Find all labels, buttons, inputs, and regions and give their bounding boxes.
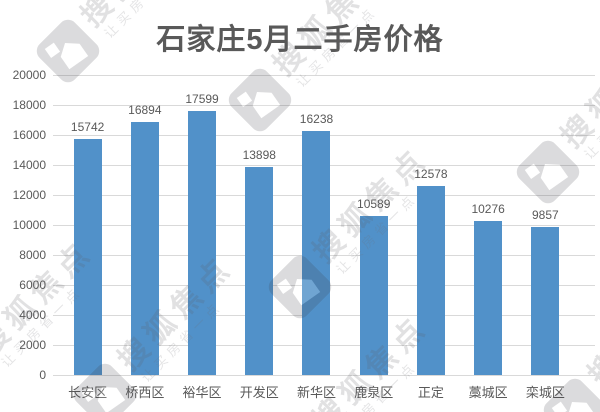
bar bbox=[73, 138, 102, 375]
bar-slot: 12578 bbox=[402, 75, 459, 375]
bar bbox=[359, 216, 388, 375]
bar bbox=[188, 111, 217, 375]
bar-slot: 16238 bbox=[288, 75, 345, 375]
y-axis-tick-label: 8000 bbox=[19, 248, 46, 262]
bar-slot: 13898 bbox=[231, 75, 288, 375]
bar bbox=[302, 131, 331, 375]
y-axis-tick-label: 6000 bbox=[19, 278, 46, 292]
bar bbox=[474, 220, 503, 375]
bar-data-label: 12578 bbox=[414, 167, 448, 182]
y-axis-tick-label: 2000 bbox=[19, 338, 46, 352]
bar-data-label: 13898 bbox=[242, 147, 276, 162]
bar-data-label: 17599 bbox=[185, 92, 219, 107]
y-axis-tick-label: 14000 bbox=[12, 158, 46, 172]
bar bbox=[245, 166, 274, 375]
y-axis-tick-label: 0 bbox=[39, 368, 46, 382]
bar bbox=[130, 121, 159, 375]
bar-series: 15742 16894 17599 13898 16238 10589 12578 10276… bbox=[59, 75, 574, 375]
x-axis-tick-label: 开发区 bbox=[239, 385, 279, 400]
gridline bbox=[53, 75, 595, 76]
chart-title: 石家庄5月二手房价格 bbox=[156, 24, 444, 56]
bar-data-label: 16238 bbox=[299, 112, 334, 127]
gridline bbox=[53, 375, 595, 376]
y-axis-tick-label: 10000 bbox=[12, 218, 46, 232]
bar-slot: 10276 bbox=[460, 75, 517, 375]
bar-data-label: 10589 bbox=[357, 197, 391, 212]
x-axis: 长安区 桥西区 裕华区 开发区 新华区 鹿泉区 正定 藁城区 栾城区 bbox=[59, 382, 574, 401]
x-axis-tick-label: 藁城区 bbox=[468, 385, 508, 400]
bar-slot: 9857 bbox=[517, 75, 574, 375]
x-axis-tick-label: 桥西区 bbox=[125, 385, 165, 400]
bar bbox=[416, 186, 445, 375]
bar-slot: 15742 bbox=[59, 75, 116, 375]
y-axis-tick-label: 4000 bbox=[19, 308, 46, 322]
y-axis-tick-label: 12000 bbox=[12, 188, 46, 202]
x-axis-tick-label: 鹿泉区 bbox=[354, 385, 394, 400]
bar-slot: 17599 bbox=[173, 75, 230, 375]
x-axis-tick-label: 正定 bbox=[417, 385, 444, 400]
bar-data-label: 10276 bbox=[471, 201, 505, 216]
bar bbox=[531, 227, 560, 375]
bar-slot: 10589 bbox=[345, 75, 402, 375]
bar-slot: 16894 bbox=[116, 75, 173, 375]
bar-data-label: 9857 bbox=[532, 208, 559, 223]
bar-data-label: 16894 bbox=[128, 102, 162, 117]
x-axis-tick-label: 栾城区 bbox=[525, 385, 565, 400]
bar-data-label: 15742 bbox=[70, 119, 105, 134]
y-axis: 0 2000 4000 6000 8000 10000 12000 14000 16000 180… bbox=[0, 68, 46, 382]
y-axis-tick-label: 16000 bbox=[12, 128, 46, 142]
y-axis-tick-label: 20000 bbox=[12, 68, 46, 82]
x-axis-tick-label: 长安区 bbox=[68, 385, 108, 400]
gridline bbox=[53, 105, 595, 106]
x-axis-tick-label: 新华区 bbox=[296, 385, 336, 400]
x-axis-tick-label: 裕华区 bbox=[182, 385, 222, 400]
y-axis-tick-label: 18000 bbox=[12, 98, 46, 112]
